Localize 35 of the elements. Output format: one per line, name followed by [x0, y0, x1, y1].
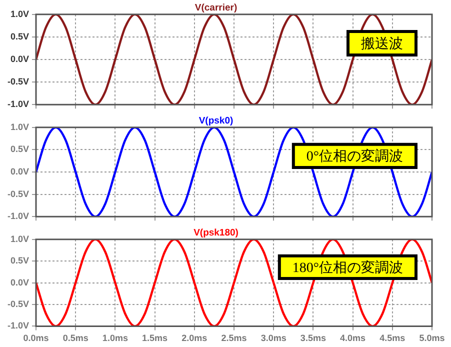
- x-tick-label: 0.0ms: [23, 333, 49, 344]
- line-series: [36, 239, 432, 326]
- y-tick-label: -1.0V: [7, 211, 29, 222]
- x-tick-label: 2.5ms: [221, 333, 247, 344]
- y-tick-label: -0.5V: [7, 188, 29, 199]
- x-tick-label: 4.0ms: [340, 333, 366, 344]
- y-tick-label: 1.0V: [10, 8, 29, 19]
- y-tick-label: 1.0V: [10, 234, 29, 244]
- x-tick-label: 1.5ms: [142, 333, 168, 344]
- annotation: 180°位相の変調波: [292, 260, 404, 276]
- line-series: [36, 127, 432, 217]
- y-tick-label: -0.5V: [7, 298, 29, 309]
- y-tick-label: 0.0V: [10, 54, 29, 64]
- y-tick-label: -0.5V: [7, 76, 29, 87]
- x-tick-label: 0.5ms: [62, 333, 88, 344]
- x-tick-label: 5.0ms: [419, 333, 445, 344]
- y-tick-label: -1.0V: [7, 99, 29, 110]
- annotation: 0°位相の変調波: [306, 148, 404, 165]
- chart-title: V(carrier): [194, 2, 238, 14]
- y-tick-label: 0.0V: [10, 277, 29, 288]
- y-tick-label: -1.0V: [7, 320, 29, 331]
- annotation: 搬送波: [361, 36, 403, 52]
- x-tick-label: 3.5ms: [300, 333, 326, 344]
- line-series: [36, 14, 432, 105]
- y-tick-label: 0.5V: [10, 31, 29, 42]
- y-tick-label: 0.5V: [10, 256, 29, 266]
- y-tick-label: 0.5V: [10, 144, 29, 154]
- chart-title: V(psk180): [194, 227, 238, 238]
- y-tick-label: 1.0V: [10, 122, 29, 132]
- y-tick-label: 0.0V: [10, 166, 29, 176]
- x-tick-label: 1.0ms: [102, 333, 128, 344]
- chart-title: V(psk0): [198, 115, 234, 126]
- x-tick-label: 4.5ms: [380, 333, 406, 344]
- x-tick-label: 2.0ms: [182, 333, 208, 344]
- x-tick-label: 3.0ms: [260, 333, 286, 344]
